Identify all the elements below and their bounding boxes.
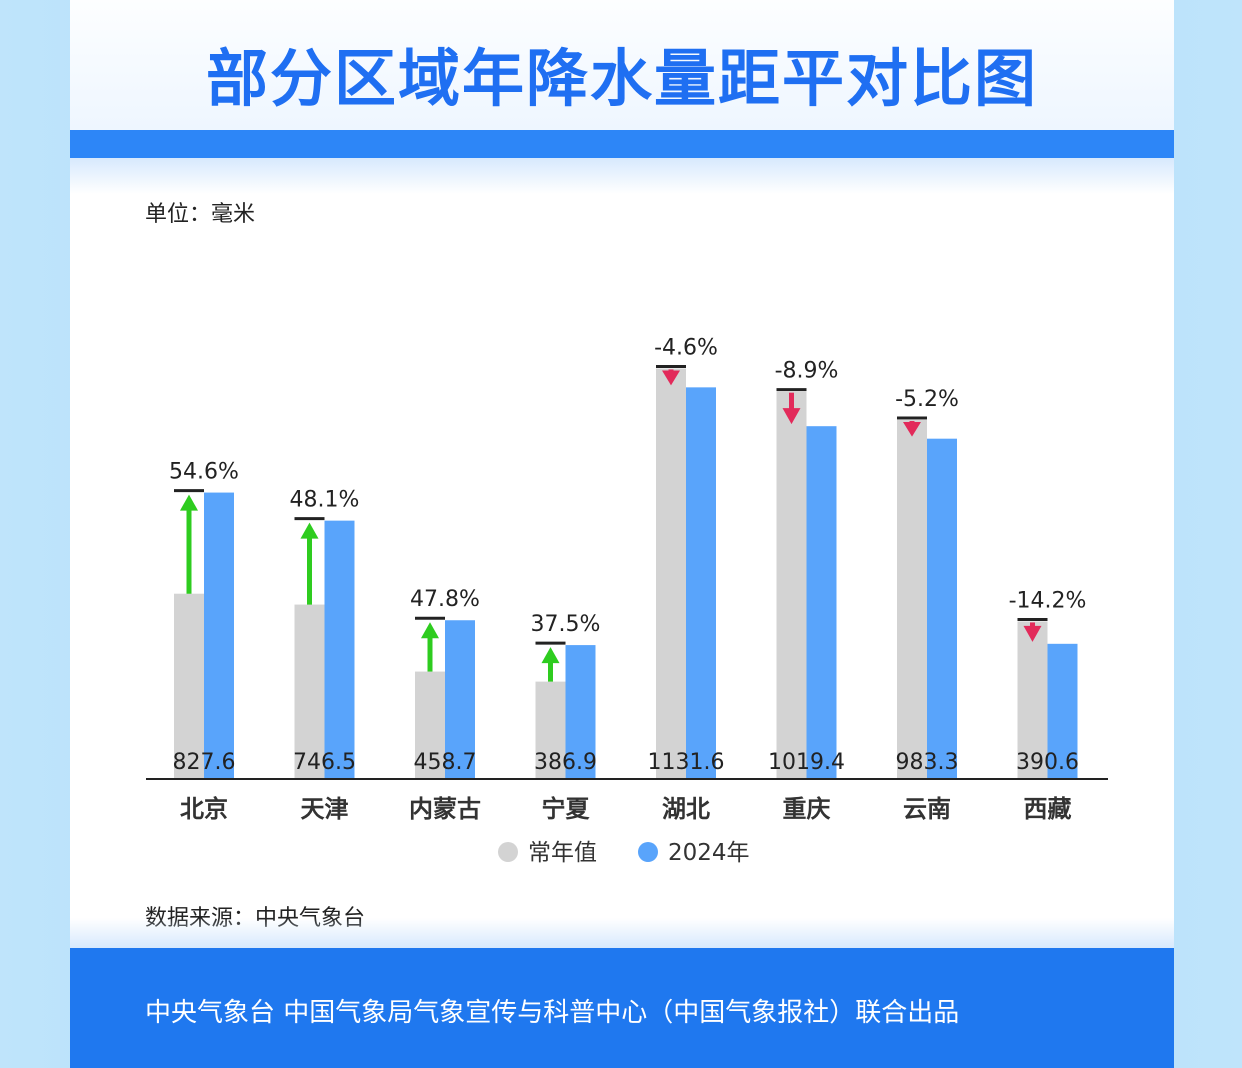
bar-2024-2 [445,620,475,779]
value-label-1: 746.5 [293,750,356,775]
bar-2024-7 [1047,643,1078,779]
value-label-5: 1019.4 [768,750,845,775]
legend-marker-2024 [638,842,658,862]
footer-credit: 中央气象台 中国气象局气象宣传与科普中心（中国气象报社）联合出品 [145,998,960,1028]
anomaly-label-6: -5.2% [895,387,959,412]
anomaly-arrow-head-2 [421,622,439,639]
anomaly-label-5: -8.9% [775,359,839,384]
category-label-2: 内蒙古 [409,795,481,823]
bar-normal-7 [1017,621,1048,779]
title-fade [70,158,1174,194]
category-label-6: 云南 [903,795,951,823]
anomaly-arrow-head-1 [300,522,319,539]
bar-normal-4 [656,368,686,779]
infographic-card: 部分区域年降水量距平对比图 单位：毫米 54.6% 827.6 北京 48.1% 746… [70,0,1174,1068]
bar-normal-2 [415,671,445,779]
anomaly-label-2: 47.8% [410,587,480,612]
value-label-7: 390.6 [1016,750,1079,775]
category-label-5: 重庆 [783,795,831,823]
footer-band [70,948,1174,1068]
anomaly-arrow-head-6 [903,422,921,437]
category-label-3: 宁夏 [542,795,591,823]
anomaly-arrow-head-7 [1023,625,1042,642]
category-label-0: 北京 [180,795,228,823]
anomaly-label-1: 48.1% [290,488,360,513]
footer-fade [70,918,1174,948]
title-area [70,0,1174,130]
bar-2024-4 [686,387,716,779]
bar-2024-5 [806,426,837,779]
anomaly-arrow-head-4 [662,370,680,386]
value-label-0: 827.6 [173,750,236,775]
anomaly-arrow-head-5 [782,408,801,425]
anomaly-label-4: -4.6% [654,335,718,360]
bar-2024-1 [324,520,355,779]
page-title: 部分区域年降水量距平对比图 [205,42,1038,115]
anomaly-label-3: 37.5% [531,612,601,637]
precipitation-anomaly-chart: 54.6% 827.6 北京 48.1% 746.5 天津 47.8% 458.7 内蒙古 37.… [146,335,1108,866]
category-label-4: 湖北 [662,795,710,823]
anomaly-label-7: -14.2% [1009,588,1087,613]
title-band [70,130,1174,158]
value-label-4: 1131.6 [648,750,725,775]
bar-normal-6 [897,420,927,779]
anomaly-arrow-head-0 [180,494,198,511]
value-label-3: 386.9 [534,750,597,775]
bar-normal-0 [174,593,204,779]
category-label-7: 西藏 [1024,795,1072,823]
legend-marker-normal [498,842,518,862]
value-label-2: 458.7 [414,750,477,775]
bar-2024-0 [204,492,234,779]
bar-2024-6 [927,438,957,779]
anomaly-label-0: 54.6% [169,460,239,485]
bar-normal-5 [776,391,807,779]
bar-2024-3 [565,645,596,779]
anomaly-arrow-head-3 [541,647,560,664]
bar-normal-1 [294,604,325,779]
legend-label-normal: 常年值 [528,840,597,866]
unit-label: 单位：毫米 [145,202,256,227]
bar-normal-3 [535,681,566,779]
category-label-1: 天津 [301,795,349,823]
value-label-6: 983.3 [896,750,959,775]
legend-label-2024: 2024年 [668,840,750,866]
